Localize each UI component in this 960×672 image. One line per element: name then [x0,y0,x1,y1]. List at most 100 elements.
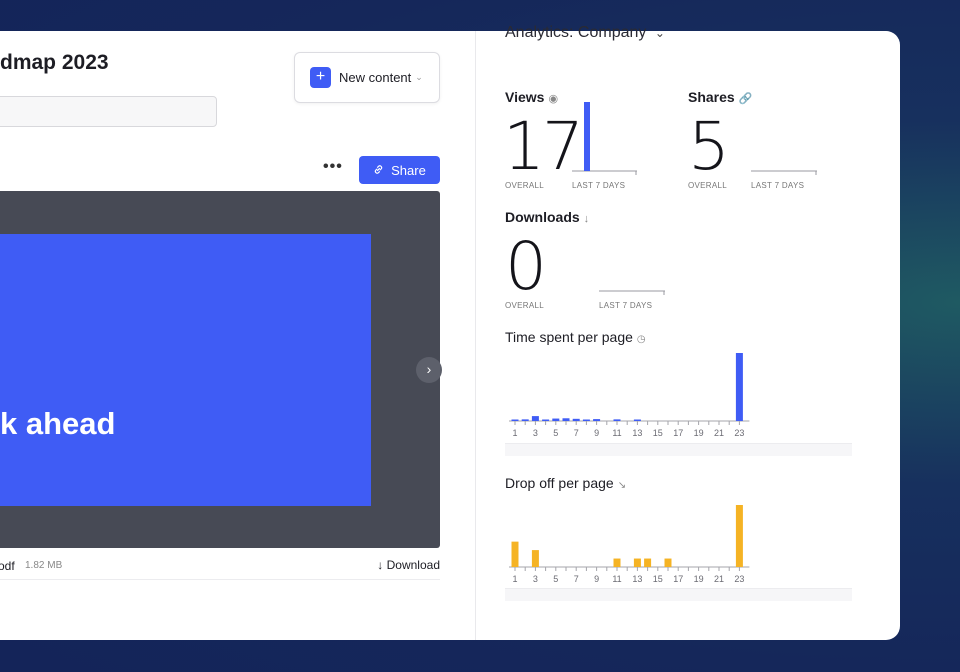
shares-stat: Shares 🔗 [688,89,752,105]
drop-off-label: Drop off per page [505,475,614,491]
downloads-sparkline [599,290,665,295]
bar-page-7 [572,418,580,421]
arrow-down-right-icon: ↘ [617,480,627,491]
panel-divider [475,31,476,640]
arrow-down-icon: ↓ [377,558,384,572]
x-tick-label-15: 15 [653,574,663,584]
x-tick-label-15: 15 [653,428,663,438]
drop-off-chart: 1 3 5 7 9 11 13 15 17 19 21 23 [509,505,750,584]
views-overall: 17 [503,108,584,185]
bar-page-23 [735,353,743,421]
document-name-input[interactable] [0,96,217,127]
drop-off-title: Drop off per page ↘ [505,475,626,491]
bar-page-1 [511,419,519,421]
x-tick-label-7: 7 [574,574,579,584]
shares-label: Shares [688,89,735,105]
x-tick-label-11: 11 [612,574,621,584]
bar-page-6 [562,418,570,421]
bar-page-5 [552,418,560,421]
next-page-button[interactable]: › [416,357,442,383]
link-icon [373,163,384,178]
bar-page-13 [633,419,641,421]
views-sparkline [572,102,637,175]
x-tick-label-1: 1 [512,574,517,584]
shares-last7-caption: LAST 7 DAYS [751,181,805,190]
downloads-stat: Downloads ↓ [505,209,589,225]
x-tick-label-5: 5 [553,574,558,584]
views-last7-caption: LAST 7 DAYS [572,181,626,190]
bar-page-14 [644,558,652,567]
x-tick-label-9: 9 [594,428,599,438]
x-tick-label-13: 13 [632,428,642,438]
bar-page-1 [511,541,519,567]
file-size: 1.82 MB [25,560,63,571]
main-card: dmap 2023 + New content ⌄ ••• Share k ah… [0,31,900,640]
bar-page-8 [582,419,590,421]
x-tick-label-11: 11 [612,428,621,438]
slide-page: k ahead [0,234,371,506]
x-tick-label-13: 13 [632,574,642,584]
x-tick-label-3: 3 [533,574,538,584]
x-tick-label-3: 3 [533,428,538,438]
clock-icon: ◷ [636,334,646,345]
arrow-down-icon: ↓ [583,213,590,225]
shares-sparkline [751,170,817,175]
bar-page-23 [735,505,743,567]
downloads-last7-caption: LAST 7 DAYS [599,301,653,310]
x-tick-label-23: 23 [734,574,744,584]
chevron-down-icon: ⌄ [415,72,423,82]
download-button[interactable]: ↓ Download [377,558,440,572]
x-tick-label-19: 19 [694,574,704,584]
bar-page-16 [664,558,672,567]
document-preview: k ahead › [0,191,442,548]
bar-page-11 [613,419,621,421]
new-content-label: New content [339,70,412,85]
time-spent-chart-footer [505,443,852,456]
time-spent-chart: 1 3 5 7 9 11 13 15 17 19 21 23 [509,353,750,438]
file-name: odf [0,559,15,573]
bar-page-2 [521,419,529,421]
views-stat: Views ◉ [505,89,558,105]
download-label: Download [386,558,440,572]
plus-icon: + [310,67,331,88]
x-tick-label-17: 17 [673,428,683,438]
eye-icon: ◉ [548,93,559,105]
share-button[interactable]: Share [359,156,440,184]
link-icon: 🔗 [738,93,753,105]
x-tick-label-21: 21 [714,428,724,438]
drop-off-chart-footer [505,588,852,601]
views-label: Views [505,89,545,105]
shares-overall-caption: OVERALL [688,181,728,190]
slide-text: k ahead [0,406,116,441]
chevron-right-icon: › [426,361,432,377]
bar-page-4 [542,419,550,421]
downloads-overall: 0 [505,228,547,305]
analytics-scope-select[interactable]: Analytics: Company ⌄ [505,24,665,42]
x-tick-label-9: 9 [594,574,599,584]
document-title: dmap 2023 [0,51,109,74]
share-label: Share [391,162,426,178]
downloads-overall-caption: OVERALL [505,301,545,310]
x-tick-label-5: 5 [553,428,558,438]
time-spent-title: Time spent per page ◷ [505,329,646,345]
bar-page-3 [531,416,539,421]
bar-page-13 [633,558,641,567]
file-info-row: odf 1.82 MB ↓ Download [0,556,440,580]
downloads-label: Downloads [505,209,580,225]
more-options-button[interactable]: ••• [323,158,343,175]
new-content-button[interactable]: + New content ⌄ [294,52,440,103]
x-tick-label-23: 23 [734,428,744,438]
bar-page-9 [593,419,601,421]
bar-page-11 [613,558,621,567]
time-spent-label: Time spent per page [505,329,633,345]
views-overall-caption: OVERALL [505,181,545,190]
x-tick-label-21: 21 [714,574,724,584]
views-last7-bar [584,102,590,171]
chevron-down-icon: ⌄ [654,26,665,40]
bar-page-3 [531,550,539,567]
x-tick-label-19: 19 [694,428,704,438]
analytics-title: Analytics: Company [505,24,647,41]
shares-overall: 5 [688,108,730,185]
x-tick-label-7: 7 [574,428,579,438]
x-tick-label-1: 1 [512,428,517,438]
